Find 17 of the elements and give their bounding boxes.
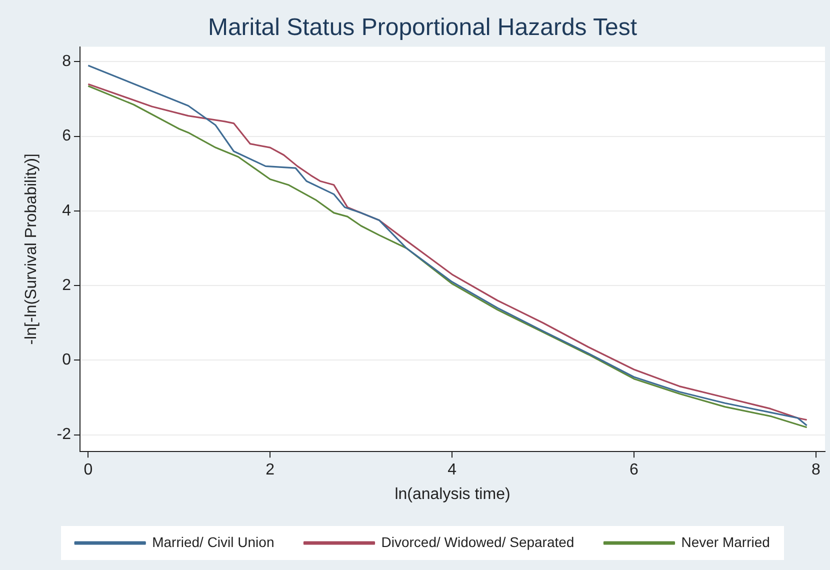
- y-tick-label: 6: [62, 128, 72, 145]
- x-tick-label: 8: [811, 462, 820, 479]
- x-axis-title: ln(analysis time): [394, 486, 510, 503]
- x-tick-label: 6: [630, 462, 639, 479]
- y-axis-title: -ln[-ln(Survival Probability)]: [23, 154, 40, 345]
- x-tick-label: 4: [448, 462, 457, 479]
- legend-label: Never Married: [681, 534, 770, 550]
- y-tick-label: 2: [62, 276, 72, 294]
- x-tick-label: 2: [266, 462, 275, 479]
- chart-title: Marital Status Proportional Hazards Test: [208, 14, 638, 42]
- y-tick-label: -2: [56, 426, 72, 444]
- legend-label: Married/ Civil Union: [152, 534, 274, 550]
- y-tick-label: 4: [62, 202, 72, 220]
- y-tick-label: 8: [62, 53, 72, 70]
- legend-label: Divorced/ Widowed/ Separated: [381, 534, 574, 550]
- x-tick-label: 0: [84, 462, 93, 479]
- y-tick-label: 0: [62, 352, 72, 369]
